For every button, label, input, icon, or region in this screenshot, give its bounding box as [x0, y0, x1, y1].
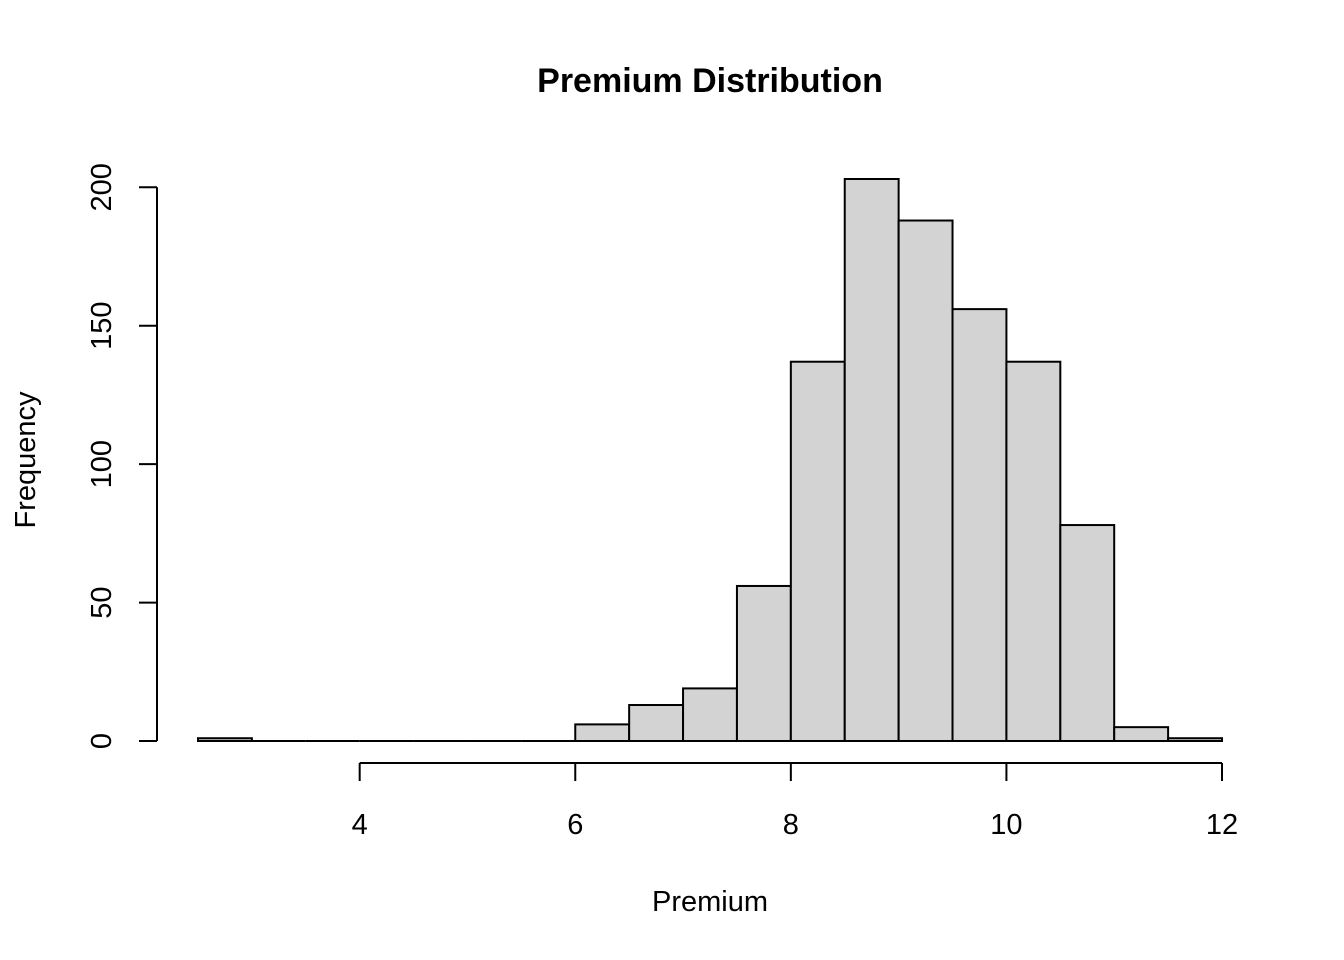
- x-tick-label-0: 4: [352, 809, 368, 841]
- chart-title: Premium Distribution: [537, 62, 883, 100]
- y-tick-label-3: 150: [86, 302, 118, 350]
- y-tick-label-1: 50: [86, 586, 118, 618]
- histogram-bars: [197, 178, 1223, 743]
- histogram-bar-10: [735, 584, 792, 742]
- histogram-bar-18: [1167, 737, 1223, 742]
- histogram-bar-7: [574, 723, 631, 742]
- x-tick-label-3: 10: [990, 809, 1022, 841]
- y-tick-label-2: 100: [86, 440, 118, 488]
- histogram-bar-9: [682, 687, 738, 742]
- y-axis: 0 50 100 150 200: [86, 163, 158, 749]
- histogram-bar-14: [951, 308, 1008, 742]
- x-axis-label: Premium: [652, 886, 768, 918]
- histogram-bar-0: [197, 737, 253, 742]
- histogram-bar-13: [897, 219, 954, 742]
- y-axis-label: Frequency: [10, 391, 42, 529]
- histogram-bar-12: [843, 178, 900, 742]
- histogram-bar-17: [1113, 726, 1170, 743]
- x-tick-label-4: 12: [1206, 809, 1238, 841]
- histogram-bar-8: [628, 704, 685, 742]
- y-tick-label-4: 200: [86, 163, 118, 211]
- x-tick-label-1: 6: [567, 809, 583, 841]
- y-tick-label-0: 0: [86, 733, 118, 749]
- x-axis: 4 6 8 10 12: [352, 762, 1238, 841]
- x-tick-label-2: 8: [783, 809, 799, 841]
- histogram-bar-15: [1005, 360, 1062, 742]
- histogram-bar-11: [789, 360, 846, 742]
- histogram-bar-16: [1059, 524, 1116, 743]
